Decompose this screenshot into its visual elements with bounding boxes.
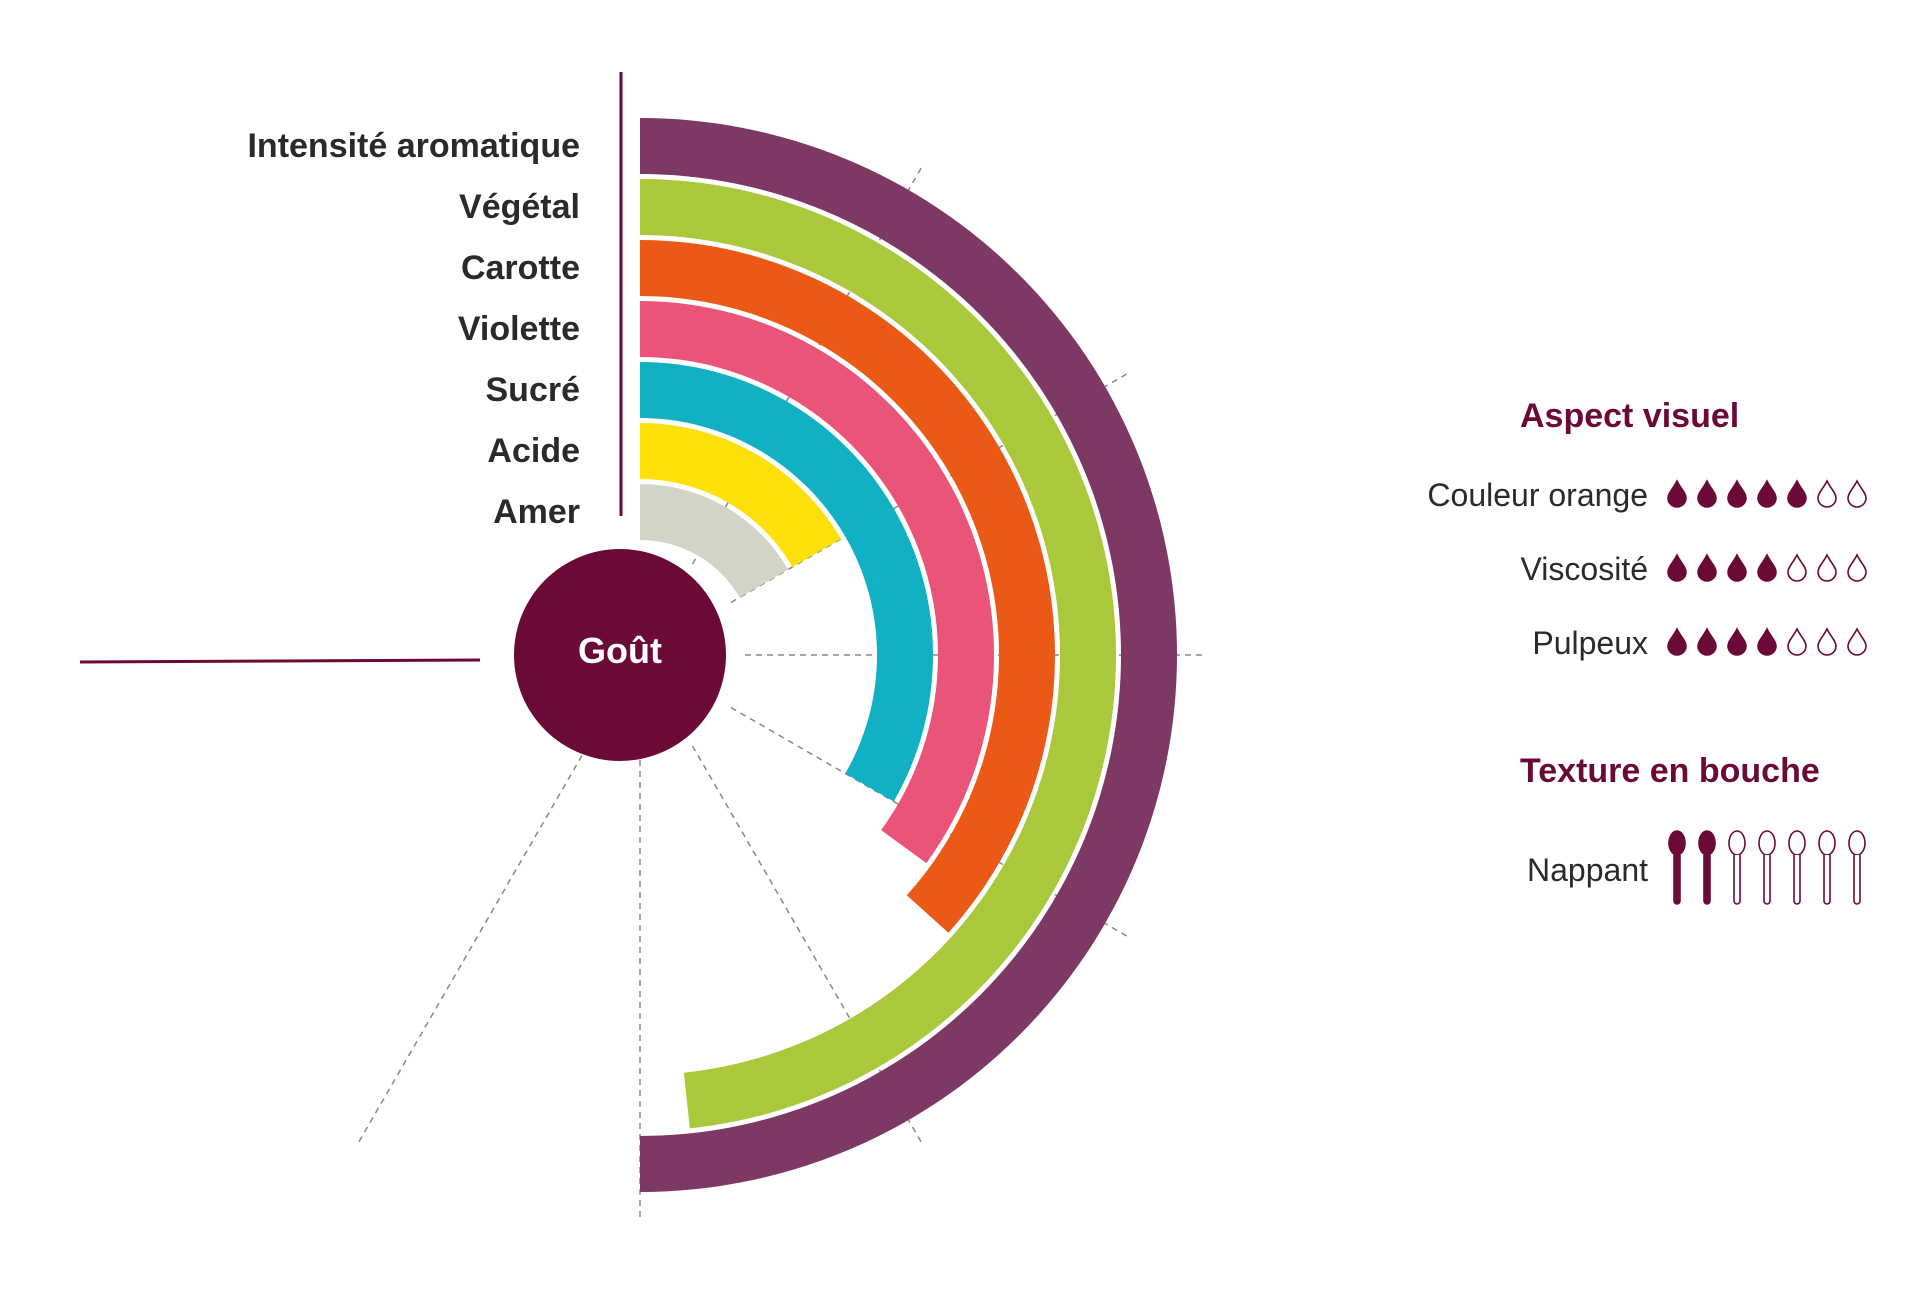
center-hub: [514, 549, 726, 761]
drop-icon-filled: [1664, 552, 1690, 587]
chart-arcs: [640, 118, 1177, 1192]
rating-label: Viscosité: [1520, 551, 1648, 587]
drop-icon-filled: [1724, 626, 1750, 661]
spoon-icon-filled: [1694, 829, 1720, 912]
spoon-icon-empty: [1814, 829, 1840, 912]
drop-icon-empty: [1784, 626, 1810, 661]
center-label: Goût: [578, 630, 662, 671]
drop-icon-filled: [1784, 478, 1810, 513]
rating-icons: [1664, 829, 1870, 912]
drop-icon-empty: [1844, 626, 1870, 661]
drop-icon-empty: [1814, 478, 1840, 513]
drop-icon-filled: [1724, 552, 1750, 587]
rating-icons: [1664, 539, 1870, 599]
rating-label: Nappant: [1527, 852, 1648, 888]
aspect-visuel-title: Aspect visuel: [1520, 397, 1740, 435]
drop-icon-filled: [1724, 478, 1750, 513]
drop-icon-filled: [1754, 626, 1780, 661]
rating-icons: [1664, 613, 1870, 673]
spoon-icon-empty: [1784, 829, 1810, 912]
arc-sucr-: [640, 362, 933, 802]
drop-icon-empty: [1814, 626, 1840, 661]
drop-icon-filled: [1694, 626, 1720, 661]
drop-icon-filled: [1664, 478, 1690, 513]
rating-label: Couleur orange: [1427, 477, 1648, 513]
drop-icon-filled: [1694, 478, 1720, 513]
spoon-icon-filled: [1664, 829, 1690, 912]
arc-carotte: [640, 240, 1055, 933]
texture-title: Texture en bouche: [1520, 752, 1820, 790]
category-label: Carotte: [460, 249, 580, 287]
drop-icon-filled: [1694, 552, 1720, 587]
rating-icons: [1664, 465, 1870, 525]
spoon-icon-empty: [1724, 829, 1750, 912]
category-label: Végétal: [459, 188, 580, 226]
spoon-icon-empty: [1844, 829, 1870, 912]
category-label: Violette: [457, 310, 580, 348]
drop-icon-filled: [1664, 626, 1690, 661]
category-label: Amer: [493, 493, 580, 531]
drop-icon-filled: [1754, 478, 1780, 513]
category-label: Acide: [487, 432, 580, 470]
left-axis-line: [79, 658, 481, 664]
drop-icon-empty: [1814, 552, 1840, 587]
drop-icon-empty: [1784, 552, 1810, 587]
arc-amer: [640, 484, 789, 598]
drop-icon-empty: [1844, 478, 1870, 513]
drop-icon-empty: [1844, 552, 1870, 587]
grid-ray-7: [358, 745, 589, 1143]
category-label: Intensité aromatique: [247, 127, 580, 165]
arc-v-g-tal: [640, 179, 1117, 1129]
rating-label: Pulpeux: [1532, 625, 1648, 661]
arc-violette: [640, 301, 994, 864]
arc-acide: [640, 423, 841, 567]
arc-intensit-aromatique: [640, 118, 1177, 1192]
drop-icon-filled: [1754, 552, 1780, 587]
category-label: Sucré: [485, 371, 581, 409]
spoon-icon-empty: [1754, 829, 1780, 912]
